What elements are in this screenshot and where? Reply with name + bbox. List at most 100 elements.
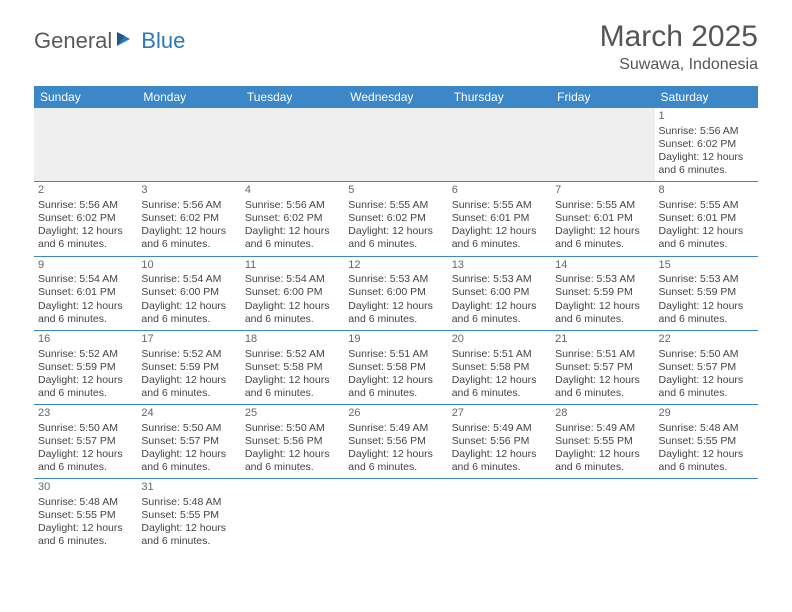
daylight-text: Daylight: 12 hours and 6 minutes.	[452, 225, 547, 251]
daylight-text: Daylight: 12 hours and 6 minutes.	[141, 225, 236, 251]
daylight-text: Daylight: 12 hours and 6 minutes.	[348, 374, 443, 400]
sunrise-text: Sunrise: 5:54 AM	[38, 273, 133, 286]
day-number: 4	[245, 184, 340, 198]
sunrise-text: Sunrise: 5:55 AM	[659, 199, 754, 212]
day-number: 16	[38, 333, 133, 347]
day-cell: 3Sunrise: 5:56 AMSunset: 6:02 PMDaylight…	[137, 182, 240, 255]
day-number: 7	[555, 184, 650, 198]
day-cell: 2Sunrise: 5:56 AMSunset: 6:02 PMDaylight…	[34, 182, 137, 255]
sunrise-text: Sunrise: 5:54 AM	[141, 273, 236, 286]
daylight-text: Daylight: 12 hours and 6 minutes.	[245, 300, 340, 326]
sunrise-text: Sunrise: 5:54 AM	[245, 273, 340, 286]
daylight-text: Daylight: 12 hours and 6 minutes.	[452, 448, 547, 474]
day-cell: 22Sunrise: 5:50 AMSunset: 5:57 PMDayligh…	[655, 331, 758, 404]
daylight-text: Daylight: 12 hours and 6 minutes.	[38, 448, 133, 474]
sunset-text: Sunset: 5:59 PM	[555, 286, 650, 299]
dow-wednesday: Wednesday	[344, 86, 447, 108]
sunset-text: Sunset: 6:02 PM	[245, 212, 340, 225]
daylight-text: Daylight: 12 hours and 6 minutes.	[141, 448, 236, 474]
sunset-text: Sunset: 5:56 PM	[348, 435, 443, 448]
day-cell-empty	[448, 479, 551, 552]
daylight-text: Daylight: 12 hours and 6 minutes.	[555, 448, 650, 474]
daylight-text: Daylight: 12 hours and 6 minutes.	[659, 300, 754, 326]
day-cell: 18Sunrise: 5:52 AMSunset: 5:58 PMDayligh…	[241, 331, 344, 404]
sunrise-text: Sunrise: 5:50 AM	[245, 422, 340, 435]
sunset-text: Sunset: 6:02 PM	[141, 212, 236, 225]
day-cell: 1Sunrise: 5:56 AMSunset: 6:02 PMDaylight…	[655, 108, 758, 181]
day-cell: 28Sunrise: 5:49 AMSunset: 5:55 PMDayligh…	[551, 405, 654, 478]
day-cell: 21Sunrise: 5:51 AMSunset: 5:57 PMDayligh…	[551, 331, 654, 404]
daylight-text: Daylight: 12 hours and 6 minutes.	[348, 300, 443, 326]
day-number: 3	[141, 184, 236, 198]
day-cell-empty	[655, 479, 758, 552]
sunset-text: Sunset: 5:55 PM	[38, 509, 133, 522]
sunset-text: Sunset: 5:55 PM	[555, 435, 650, 448]
dow-tuesday: Tuesday	[241, 86, 344, 108]
daylight-text: Daylight: 12 hours and 6 minutes.	[245, 374, 340, 400]
daylight-text: Daylight: 12 hours and 6 minutes.	[245, 225, 340, 251]
day-cell-empty	[137, 108, 240, 181]
day-cell: 5Sunrise: 5:55 AMSunset: 6:02 PMDaylight…	[344, 182, 447, 255]
daylight-text: Daylight: 12 hours and 6 minutes.	[141, 300, 236, 326]
header: General Blue March 2025 Suwawa, Indonesi…	[0, 0, 792, 78]
day-cell-empty	[448, 108, 551, 181]
daylight-text: Daylight: 12 hours and 6 minutes.	[245, 448, 340, 474]
day-number: 9	[38, 259, 133, 273]
day-number: 6	[452, 184, 547, 198]
day-number: 30	[38, 481, 133, 495]
sunset-text: Sunset: 5:55 PM	[141, 509, 236, 522]
day-cell: 29Sunrise: 5:48 AMSunset: 5:55 PMDayligh…	[655, 405, 758, 478]
sunset-text: Sunset: 5:57 PM	[555, 361, 650, 374]
daylight-text: Daylight: 12 hours and 6 minutes.	[348, 448, 443, 474]
day-number: 20	[452, 333, 547, 347]
day-cell-empty	[34, 108, 137, 181]
title-block: March 2025 Suwawa, Indonesia	[600, 20, 758, 74]
sunrise-text: Sunrise: 5:56 AM	[38, 199, 133, 212]
day-cell: 25Sunrise: 5:50 AMSunset: 5:56 PMDayligh…	[241, 405, 344, 478]
sunrise-text: Sunrise: 5:56 AM	[141, 199, 236, 212]
sunrise-text: Sunrise: 5:48 AM	[659, 422, 754, 435]
day-number: 10	[141, 259, 236, 273]
day-cell: 19Sunrise: 5:51 AMSunset: 5:58 PMDayligh…	[344, 331, 447, 404]
day-of-week-header: Sunday Monday Tuesday Wednesday Thursday…	[34, 86, 758, 108]
day-cell: 23Sunrise: 5:50 AMSunset: 5:57 PMDayligh…	[34, 405, 137, 478]
sunset-text: Sunset: 6:02 PM	[38, 212, 133, 225]
week-row: 2Sunrise: 5:56 AMSunset: 6:02 PMDaylight…	[34, 182, 758, 256]
logo: General Blue	[34, 20, 185, 54]
day-number: 2	[38, 184, 133, 198]
week-row: 16Sunrise: 5:52 AMSunset: 5:59 PMDayligh…	[34, 331, 758, 405]
day-number: 14	[555, 259, 650, 273]
day-cell: 13Sunrise: 5:53 AMSunset: 6:00 PMDayligh…	[448, 257, 551, 330]
day-number: 11	[245, 259, 340, 273]
day-cell-empty	[551, 108, 654, 181]
day-cell: 14Sunrise: 5:53 AMSunset: 5:59 PMDayligh…	[551, 257, 654, 330]
sunset-text: Sunset: 6:02 PM	[348, 212, 443, 225]
day-number: 28	[555, 407, 650, 421]
dow-saturday: Saturday	[655, 86, 758, 108]
day-cell-empty	[241, 108, 344, 181]
daylight-text: Daylight: 12 hours and 6 minutes.	[659, 151, 754, 177]
calendar: Sunday Monday Tuesday Wednesday Thursday…	[34, 86, 758, 553]
daylight-text: Daylight: 12 hours and 6 minutes.	[141, 522, 236, 548]
sunset-text: Sunset: 6:01 PM	[659, 212, 754, 225]
sunset-text: Sunset: 6:02 PM	[659, 138, 754, 151]
sunrise-text: Sunrise: 5:51 AM	[555, 348, 650, 361]
day-number: 29	[659, 407, 754, 421]
day-cell: 12Sunrise: 5:53 AMSunset: 6:00 PMDayligh…	[344, 257, 447, 330]
dow-friday: Friday	[551, 86, 654, 108]
day-number: 19	[348, 333, 443, 347]
daylight-text: Daylight: 12 hours and 6 minutes.	[38, 300, 133, 326]
sunset-text: Sunset: 5:59 PM	[38, 361, 133, 374]
sunrise-text: Sunrise: 5:56 AM	[659, 125, 754, 138]
sunset-text: Sunset: 6:00 PM	[245, 286, 340, 299]
day-cell-empty	[551, 479, 654, 552]
day-number: 13	[452, 259, 547, 273]
sunrise-text: Sunrise: 5:49 AM	[452, 422, 547, 435]
sunrise-text: Sunrise: 5:50 AM	[141, 422, 236, 435]
daylight-text: Daylight: 12 hours and 6 minutes.	[452, 374, 547, 400]
sunset-text: Sunset: 6:01 PM	[38, 286, 133, 299]
sunrise-text: Sunrise: 5:53 AM	[555, 273, 650, 286]
day-number: 21	[555, 333, 650, 347]
day-number: 5	[348, 184, 443, 198]
sunrise-text: Sunrise: 5:56 AM	[245, 199, 340, 212]
